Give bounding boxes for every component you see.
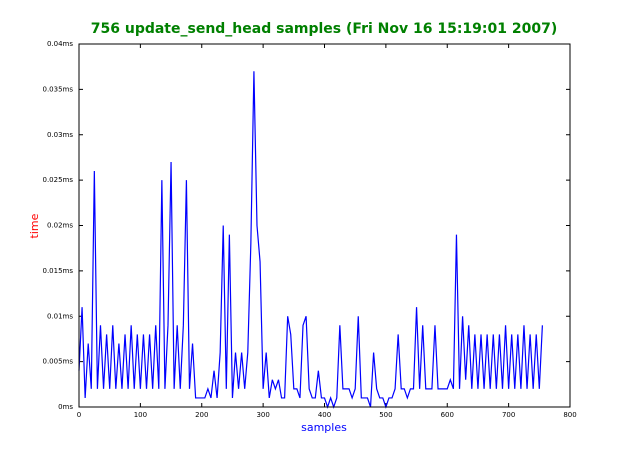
x-tick-label: 800: [563, 411, 576, 419]
x-tick-label: 100: [134, 411, 147, 419]
data-line: [78, 71, 543, 409]
x-tick-label: 500: [379, 411, 392, 419]
y-axis-label: time: [28, 213, 41, 238]
x-tick-label: 600: [441, 411, 454, 419]
plot-frame: [78, 43, 571, 408]
x-tick-label: 0: [77, 411, 81, 419]
x-axis-label: samples: [301, 421, 347, 434]
x-tick-label: 200: [195, 411, 208, 419]
y-tick-label: 0.035ms: [42, 85, 73, 93]
y-tick-label: 0.03ms: [47, 131, 73, 139]
x-tick-label: 300: [256, 411, 269, 419]
y-tick-label: 0.025ms: [42, 176, 73, 184]
x-tick-label: 400: [318, 411, 331, 419]
x-tick-label: 700: [502, 411, 515, 419]
y-tick-label: 0ms: [58, 403, 73, 411]
y-tick-label: 0.04ms: [47, 40, 73, 48]
chart-title: 756 update_send_head samples (Fri Nov 16…: [91, 21, 557, 37]
y-tick-label: 0.015ms: [42, 267, 73, 275]
y-tick-label: 0.005ms: [42, 358, 73, 366]
y-tick-label: 0.02ms: [47, 222, 73, 230]
y-tick-label: 0.01ms: [47, 312, 73, 320]
